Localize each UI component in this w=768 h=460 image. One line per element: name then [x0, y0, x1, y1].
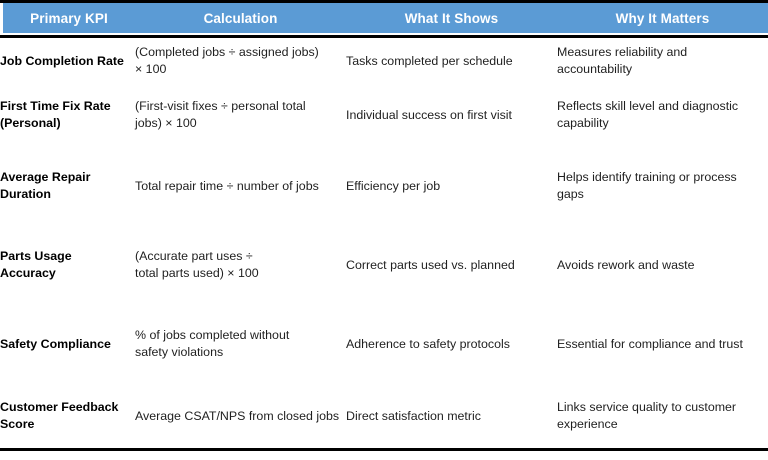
- kpi-what-it-shows: Direct satisfaction metric: [346, 408, 481, 423]
- column-header-primary-kpi: Primary KPI: [30, 10, 108, 26]
- kpi-name: Job Completion Rate: [0, 53, 124, 68]
- header-gap: [0, 33, 768, 35]
- kpi-calculation: Average CSAT/NPS from closed jobs: [135, 408, 340, 423]
- kpi-name: Customer Feedback Score: [0, 400, 119, 431]
- kpi-what-it-shows: Adherence to safety protocols: [346, 336, 510, 351]
- column-header-what-it-shows: What It Shows: [404, 10, 499, 26]
- kpi-calculation: (Completed jobs ÷ assigned jobs) × 100: [135, 45, 319, 76]
- kpi-name: Safety Compliance: [0, 336, 111, 351]
- table-row-average-repair-duration: Average Repair Duration Total repair tim…: [0, 146, 768, 226]
- kpi-calculation: Total repair time ÷ number of jobs: [135, 178, 319, 193]
- kpi-why-it-matters: Reflects skill level and diagnostic capa…: [557, 99, 739, 130]
- kpi-name: Average Repair Duration: [0, 170, 91, 201]
- table-top-border: [0, 0, 768, 3]
- kpi-what-it-shows: Efficiency per job: [346, 178, 441, 193]
- table-header-row: Primary KPI Calculation What It Shows Wh…: [3, 3, 768, 33]
- column-header-why-it-matters: Why It Matters: [615, 10, 710, 26]
- kpi-why-it-matters: Helps identify training or process gaps: [557, 170, 737, 201]
- kpi-why-it-matters: Measures reliability and accountability: [557, 45, 688, 76]
- header-divider-line: [0, 35, 768, 38]
- table-row-parts-usage-accuracy: Parts Usage Accuracy (Accurate part uses…: [0, 226, 768, 304]
- kpi-calculation: (First-visit fixes ÷ personal total jobs…: [135, 99, 306, 130]
- kpi-why-it-matters: Links service quality to customer experi…: [557, 400, 737, 431]
- table-row-first-time-fix-rate: First Time Fix Rate (Personal) (First-vi…: [0, 84, 768, 146]
- kpi-name: First Time Fix Rate (Personal): [0, 99, 111, 130]
- column-header-calculation: Calculation: [203, 10, 278, 26]
- kpi-why-it-matters: Avoids rework and waste: [557, 257, 695, 272]
- table-row-job-completion-rate: Job Completion Rate (Completed jobs ÷ as…: [0, 38, 768, 84]
- kpi-calculation: (Accurate part uses ÷ total parts used) …: [135, 249, 259, 280]
- table-bottom-border: [0, 448, 768, 451]
- kpi-why-it-matters: Essential for compliance and trust: [557, 336, 743, 351]
- kpi-calculation: % of jobs completed without safety viola…: [135, 328, 290, 359]
- kpi-name: Parts Usage Accuracy: [0, 249, 72, 280]
- kpi-what-it-shows: Tasks completed per schedule: [346, 53, 513, 68]
- kpi-what-it-shows: Individual success on first visit: [346, 107, 512, 122]
- table-row-safety-compliance: Safety Compliance % of jobs completed wi…: [0, 304, 768, 384]
- table-body: Job Completion Rate (Completed jobs ÷ as…: [0, 38, 768, 448]
- kpi-what-it-shows: Correct parts used vs. planned: [346, 257, 515, 272]
- table-row-customer-feedback-score: Customer Feedback Score Average CSAT/NPS…: [0, 384, 768, 448]
